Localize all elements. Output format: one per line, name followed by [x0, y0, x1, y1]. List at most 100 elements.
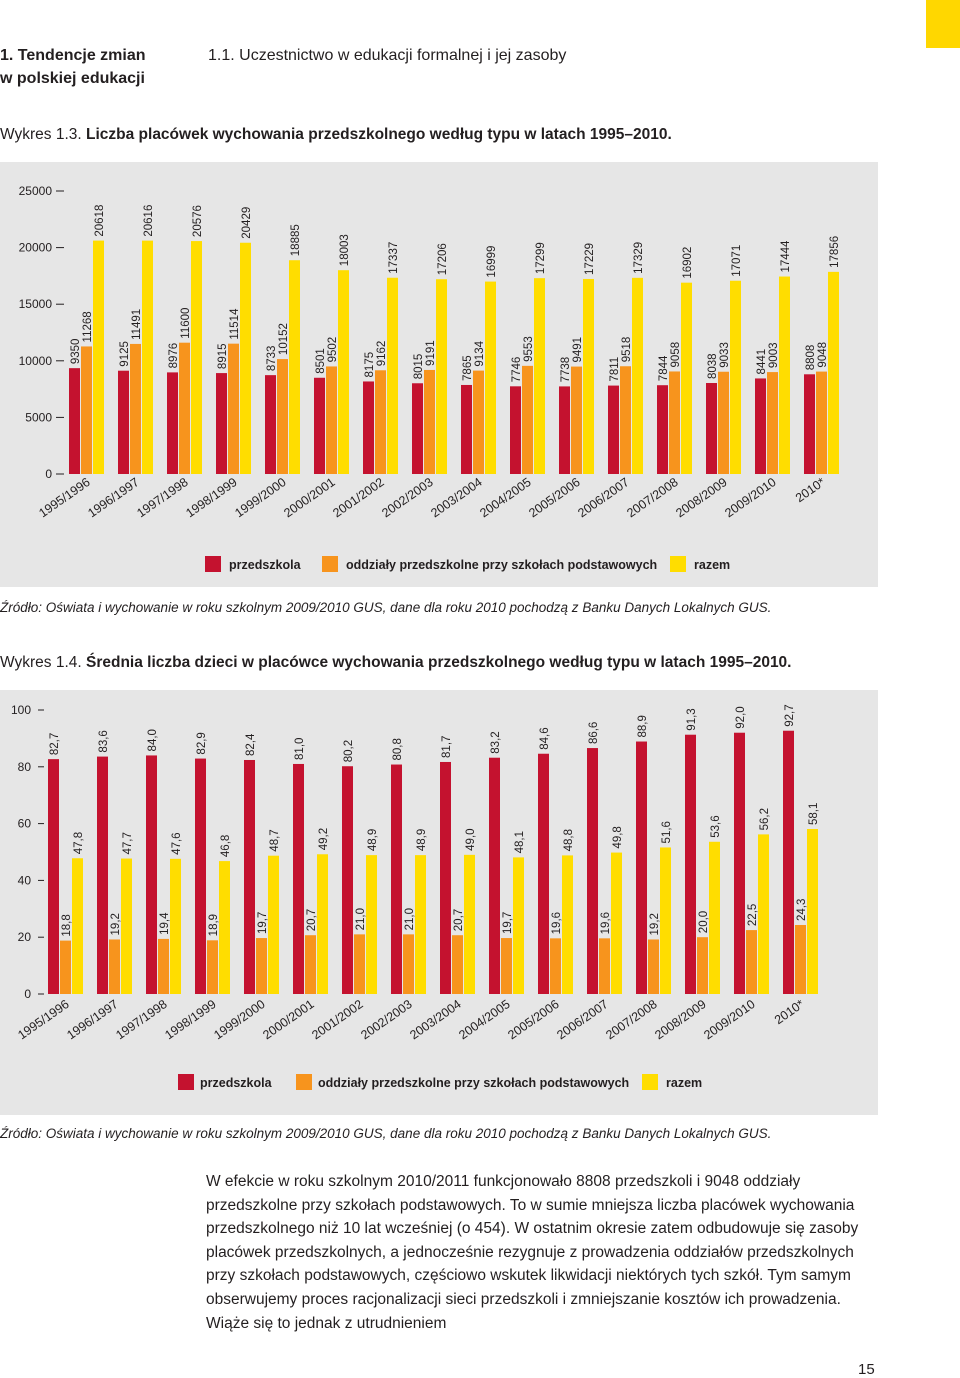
data-label: 19,7 [257, 912, 269, 934]
data-label: 53,6 [710, 815, 722, 837]
data-label: 8808 [805, 345, 817, 371]
category-label: 2008/2009 [673, 475, 729, 520]
data-label: 48,8 [563, 829, 575, 851]
bar-razem [632, 277, 643, 474]
bar-przedszkola [587, 748, 598, 994]
bar-razem [338, 270, 349, 474]
bar-przedszkola [167, 372, 178, 474]
category-label: 1995/1996 [36, 475, 92, 520]
data-label: 18,9 [208, 914, 220, 936]
bar-oddzialy [305, 935, 316, 994]
bar-przedszkola [391, 764, 402, 994]
data-label: 9350 [70, 339, 82, 365]
bar-przedszkola [559, 386, 570, 474]
data-label: 56,2 [759, 808, 771, 830]
data-label: 82,4 [245, 733, 257, 756]
category-label: 2001/2002 [309, 997, 365, 1042]
category-label: 2005/2006 [505, 997, 561, 1042]
data-label: 8441 [756, 349, 768, 375]
bar-oddzialy [648, 939, 659, 994]
data-label: 8733 [266, 346, 278, 372]
bar-przedszkola [314, 377, 325, 474]
bar-przedszkola [538, 753, 549, 994]
bar-przedszkola [510, 386, 521, 474]
bar-oddzialy [81, 346, 92, 474]
data-label: 8175 [364, 352, 376, 378]
data-label: 84,6 [539, 727, 551, 749]
data-label: 19,2 [649, 913, 661, 935]
data-label: 83,6 [98, 730, 110, 752]
bar-przedszkola [636, 741, 647, 994]
data-label: 11514 [229, 308, 241, 340]
bar-przedszkola [216, 373, 227, 474]
data-label: 19,4 [159, 912, 171, 935]
data-label: 17444 [780, 240, 792, 273]
data-label: 9134 [474, 340, 486, 366]
chart2-caption-label: Wykres 1.4. [0, 654, 82, 671]
data-label: 46,8 [220, 835, 232, 857]
bar-razem [807, 828, 818, 994]
bar-oddzialy [326, 366, 337, 474]
data-label: 7844 [658, 355, 670, 381]
category-label: 2010* [793, 475, 828, 505]
data-label: 8915 [217, 343, 229, 369]
bar-oddzialy [669, 371, 680, 474]
data-label: 19,6 [600, 912, 612, 934]
data-label: 7865 [462, 355, 474, 381]
bar-oddzialy [228, 343, 239, 474]
data-label: 20576 [192, 205, 204, 237]
bar-razem [828, 271, 839, 474]
data-label: 8501 [315, 348, 327, 374]
bar-razem [730, 280, 741, 474]
data-label: 92,7 [784, 704, 796, 726]
data-label: 17206 [437, 243, 449, 275]
data-label: 49,0 [465, 828, 477, 850]
data-label: 22,5 [747, 904, 759, 926]
bar-oddzialy [452, 935, 463, 994]
y-tick-label: 0 [45, 467, 52, 481]
bar-razem [219, 861, 230, 994]
legend-label: przedszkola [229, 558, 302, 572]
bar-oddzialy [130, 343, 141, 474]
category-label: 2004/2005 [477, 475, 533, 520]
y-tick-label: 0 [24, 987, 31, 1001]
data-label: 17299 [535, 242, 547, 274]
chart2-panel: 0 20 40 60 80 100 82,7 18,8 47,8 1995/1996 83,6 19,… [0, 690, 878, 1115]
data-label: 17337 [388, 242, 400, 274]
chart1-caption-label: Wykres 1.3. [0, 126, 82, 143]
section-title: 1. Tendencje zmian w polskiej edukacji [0, 44, 146, 90]
bar-oddzialy [697, 937, 708, 994]
data-label: 11491 [131, 309, 143, 340]
legend-swatch-przedszkola [205, 556, 221, 572]
category-label: 2006/2007 [554, 997, 610, 1042]
bar-oddzialy [473, 370, 484, 474]
data-label: 21,0 [404, 908, 416, 930]
y-tick-label: 25000 [19, 184, 53, 198]
data-label: 24,3 [796, 899, 808, 921]
bar-razem [681, 282, 692, 474]
bar-przedszkola [69, 368, 80, 474]
data-label: 48,9 [367, 829, 379, 851]
bar-oddzialy [718, 371, 729, 474]
data-label: 81,0 [294, 738, 306, 760]
bar-razem [534, 278, 545, 474]
bar-przedszkola [440, 761, 451, 994]
bar-razem [121, 858, 132, 994]
bar-razem [72, 858, 83, 994]
data-label: 16999 [486, 246, 498, 278]
legend-label: razem [666, 1076, 702, 1090]
bar-razem [562, 855, 573, 994]
category-label: 2003/2004 [428, 475, 484, 520]
data-label: 81,7 [441, 736, 453, 758]
data-label: 9058 [670, 342, 682, 368]
bar-razem [660, 847, 671, 994]
bar-razem [240, 242, 251, 474]
data-label: 91,3 [686, 708, 698, 730]
category-label: 2005/2006 [526, 475, 582, 520]
bar-przedszkola [48, 759, 59, 994]
data-label: 20618 [94, 205, 106, 237]
legend-label: oddziały przedszkolne przy szkołach pods… [318, 1076, 629, 1090]
data-label: 21,0 [355, 908, 367, 930]
bar-oddzialy [158, 938, 169, 994]
data-label: 9162 [376, 341, 388, 367]
